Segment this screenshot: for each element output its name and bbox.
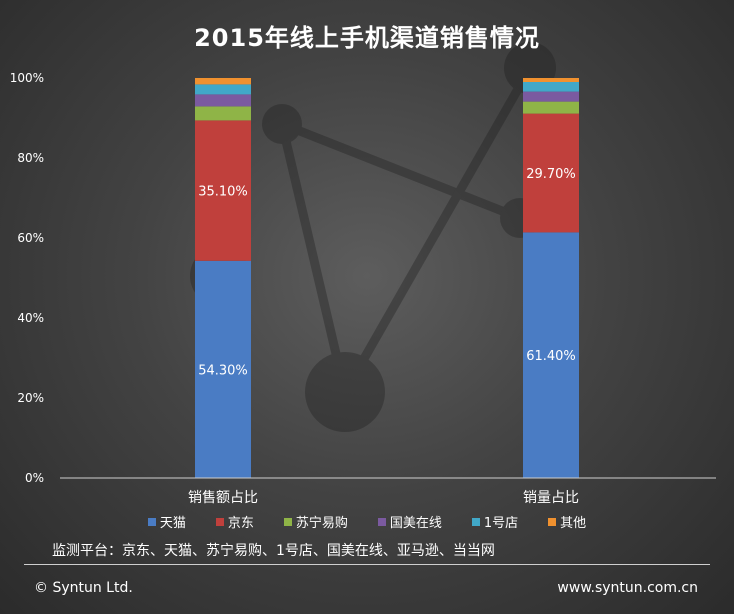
legend-swatch [377, 517, 386, 526]
bar-segment [523, 232, 579, 478]
legend-label: 京东 [227, 516, 254, 531]
legend-swatch [283, 517, 292, 526]
bar-segment [523, 78, 579, 82]
y-tick-label: 100% [10, 71, 44, 85]
legend-label: 国美在线 [389, 516, 442, 531]
website-link[interactable]: www.syntun.com.cn [557, 580, 698, 596]
legend-label: 苏宁易购 [295, 516, 348, 531]
legend-item: 1号店 [471, 512, 519, 531]
copyright-text: © Syntun Ltd. [34, 580, 133, 596]
legend: 天猫 京东 苏宁易购 国美在线 1号店 其他 [0, 512, 734, 531]
y-tick-label: 40% [17, 311, 44, 325]
source-note: 监测平台：京东、天猫、苏宁易购、1号店、国美在线、亚马逊、当当网 [52, 543, 495, 559]
bar-segment [523, 113, 579, 233]
legend-item: 苏宁易购 [283, 512, 348, 531]
bar-segment [523, 101, 579, 114]
x-axis: 销售额占比 销量占比 [60, 477, 716, 506]
bar-segment [195, 106, 251, 121]
legend-item: 国美在线 [377, 512, 442, 531]
legend-label: 1号店 [483, 516, 519, 531]
y-tick-label: 0% [25, 471, 44, 485]
legend-swatch [471, 517, 480, 526]
chart-title: 2015年线上手机渠道销售情况 [194, 24, 540, 52]
legend-label: 天猫 [159, 516, 186, 531]
bar-segment [195, 94, 251, 107]
legend-swatch [548, 517, 557, 526]
y-tick-label: 60% [17, 231, 44, 245]
bars: 54.30% 35.10% 61.40% 29.70% [195, 78, 579, 478]
footer-divider [24, 564, 710, 565]
bar-segment [195, 78, 251, 85]
bar-segment [523, 82, 579, 92]
bar-segment [523, 91, 579, 102]
y-tick-label: 80% [17, 151, 44, 165]
legend-item: 其他 [548, 512, 586, 531]
legend-swatch [147, 517, 156, 526]
y-axis: 0% 20% 40% 60% 80% 100% [10, 71, 44, 485]
bar-segment [195, 120, 251, 261]
data-label: 29.70% [526, 167, 576, 182]
legend-item: 京东 [215, 512, 254, 531]
legend-swatch [215, 517, 224, 526]
data-label: 35.10% [198, 185, 248, 200]
y-tick-label: 20% [17, 391, 44, 405]
legend-item: 天猫 [147, 512, 186, 531]
data-label: 54.30% [198, 363, 248, 378]
bar-segment [195, 84, 251, 95]
legend-label: 其他 [560, 516, 587, 531]
data-label: 61.40% [526, 349, 576, 364]
x-tick-label: 销量占比 [523, 490, 579, 506]
bar-segment [195, 260, 251, 478]
x-tick-label: 销售额占比 [188, 490, 258, 506]
